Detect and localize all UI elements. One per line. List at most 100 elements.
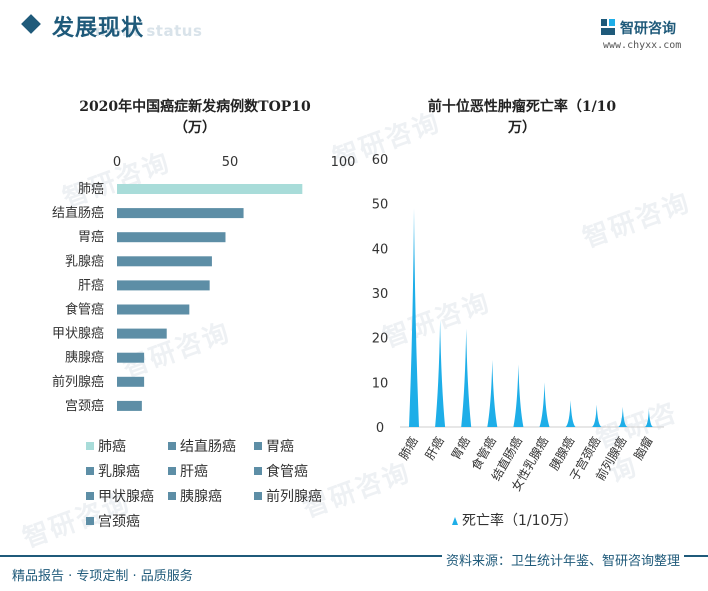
spike-bar <box>539 382 550 427</box>
category-label: 甲状腺癌 <box>52 326 104 342</box>
y-tick-label: 30 <box>372 287 389 302</box>
legend-label: 宫颈癌 <box>98 514 140 530</box>
bar <box>117 352 145 363</box>
category-label: 结直肠癌 <box>488 434 525 483</box>
category-label: 女性乳腺癌 <box>508 434 551 493</box>
category-label: 肺癌 <box>396 434 421 462</box>
y-tick-label: 10 <box>372 376 389 391</box>
y-tick-label: 40 <box>372 242 389 257</box>
x-tick-label: 50 <box>222 155 239 170</box>
bar <box>117 328 167 339</box>
category-label: 胃癌 <box>78 229 104 245</box>
footer-divider <box>0 555 708 557</box>
category-label: 子宫颈癌 <box>566 434 603 483</box>
legend-item: 宫颈癌 <box>86 511 140 531</box>
spike-bar <box>461 328 472 427</box>
legend-swatch <box>254 492 262 500</box>
category-label: 食管癌 <box>468 434 499 473</box>
chart-title-left-line2: （万） <box>174 120 216 136</box>
spike-bar <box>565 400 576 427</box>
category-label: 肺癌 <box>78 181 104 197</box>
legend-swatch <box>86 442 94 450</box>
legend-item: 肝癌 <box>168 461 208 481</box>
watermark: 智研咨询 <box>592 397 682 490</box>
category-label: 前列腺癌 <box>592 434 629 483</box>
legend-item: 甲状腺癌 <box>86 486 154 506</box>
legend-label: 胰腺癌 <box>180 489 222 505</box>
category-label: 前列腺癌 <box>52 374 104 390</box>
x-tick-label: 100 <box>331 155 356 170</box>
legend-label: 结直肠癌 <box>180 439 236 455</box>
legend-swatch <box>168 467 176 475</box>
chart-title-right-line1: 前十位恶性肿瘤死亡率（1/10 <box>427 99 617 115</box>
category-label: 肝癌 <box>78 277 104 293</box>
category-label: 脑瘤 <box>630 434 655 462</box>
category-label: 食管癌 <box>65 302 104 318</box>
bar <box>117 280 210 291</box>
spike-bar <box>435 319 446 427</box>
bar <box>117 376 145 387</box>
y-tick-label: 50 <box>372 198 389 213</box>
watermark: 智研咨询 <box>119 317 235 385</box>
category-label: 乳腺癌 <box>65 253 104 269</box>
brand-name: 智研咨询 <box>620 21 676 37</box>
triangle-icon <box>452 517 458 525</box>
category-label: 宫颈癌 <box>65 398 104 414</box>
category-label: 胰腺癌 <box>546 434 577 473</box>
watermark: 智研咨询 <box>59 147 175 215</box>
bar <box>117 304 190 315</box>
spike-bar <box>409 208 419 427</box>
footer-source: 资料来源：卫生统计年鉴、智研咨询整理 <box>442 550 685 569</box>
bar <box>117 232 226 243</box>
legend-item: 食管癌 <box>254 461 308 481</box>
legend-label: 前列腺癌 <box>266 489 322 505</box>
right-legend: 死亡率（1/10万） <box>452 510 577 530</box>
y-tick-label: 20 <box>372 332 389 347</box>
chart-title-left-line1: 2020年中国癌症新发病例数TOP10 <box>79 99 311 115</box>
category-label: 胰腺癌 <box>65 350 104 366</box>
brand-url: www.chyxx.com <box>603 40 682 51</box>
brand-logo-icon <box>601 19 615 35</box>
bar <box>117 208 244 219</box>
legend-label: 肺癌 <box>98 439 126 455</box>
x-tick-label: 0 <box>113 155 121 170</box>
bar <box>117 256 212 267</box>
legend-item: 胰腺癌 <box>168 486 222 506</box>
legend-item: 肺癌 <box>86 436 126 456</box>
legend-swatch <box>254 467 262 475</box>
legend-swatch <box>86 467 94 475</box>
legend-swatch <box>168 442 176 450</box>
spike-bar <box>617 406 628 427</box>
diamond-icon <box>21 14 41 34</box>
legend-label: 食管癌 <box>266 464 308 480</box>
legend-label: 甲状腺癌 <box>98 489 154 505</box>
legend-label: 乳腺癌 <box>98 464 140 480</box>
header: ment status 发展现状 智研咨询 www.chyxx.com <box>0 0 708 60</box>
legend-label: 肝癌 <box>180 464 208 480</box>
chart-title-right-line2: 万） <box>508 120 536 136</box>
bar <box>117 184 303 194</box>
legend-swatch <box>254 442 262 450</box>
page-title: 发展现状 <box>52 16 145 41</box>
watermark: 智研咨询 <box>379 287 495 355</box>
legend-swatch <box>168 492 176 500</box>
legend-label: 胃癌 <box>266 439 294 455</box>
y-tick-label: 0 <box>376 421 384 436</box>
spike-bar <box>643 409 654 428</box>
footer-tagline: 精品报告 · 专项定制 · 品质服务 <box>12 569 193 584</box>
y-tick-label: 60 <box>372 153 389 168</box>
watermark: 智研咨询 <box>579 187 695 255</box>
chart-title-right: 前十位恶性肿瘤死亡率（1/10 万） <box>392 97 652 139</box>
category-label: 肝癌 <box>422 434 447 462</box>
page-title-en: ment status <box>95 22 203 40</box>
category-label: 结直肠癌 <box>52 205 104 221</box>
legend-swatch <box>86 517 94 525</box>
chart-title-left: 2020年中国癌症新发病例数TOP10 （万） <box>40 97 350 139</box>
legend-item: 前列腺癌 <box>254 486 322 506</box>
legend-item: 结直肠癌 <box>168 436 236 456</box>
legend-item: 乳腺癌 <box>86 461 140 481</box>
spike-bar <box>591 404 602 427</box>
legend-item: 胃癌 <box>254 436 294 456</box>
bar <box>117 400 142 411</box>
right-legend-label: 死亡率（1/10万） <box>462 513 578 529</box>
